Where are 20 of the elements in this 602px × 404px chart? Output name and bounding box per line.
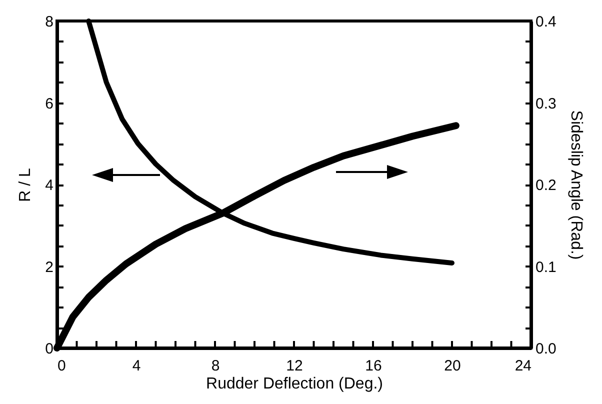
y2-tick-label: 0.1: [536, 258, 556, 276]
x-tick-label: 16: [365, 358, 382, 374]
y2-tick-label: 0.3: [536, 95, 556, 112]
y-tick-label: 4: [45, 177, 54, 194]
y-tick-label: 2: [45, 258, 54, 276]
y2-tick-label: 0.4: [536, 14, 556, 30]
y2-tick-label: 0.0: [536, 340, 556, 358]
y-tick-label: 0: [45, 340, 54, 358]
x-tick-label: 8: [211, 358, 220, 374]
x-tick-label: 20: [444, 358, 461, 374]
y-tick-label: 6: [45, 95, 54, 112]
x-tick-label: 12: [286, 358, 303, 374]
x-tick-label: 0: [58, 358, 66, 374]
y-axis-title: R / L: [17, 168, 34, 202]
y2-tick-label: 0.2: [536, 177, 556, 194]
x-axis-title: Rudder Deflection (Deg.): [206, 376, 383, 392]
x-tick-label: 24: [514, 358, 532, 374]
x-tick-label: 4: [132, 358, 141, 374]
y2-axis-title: Sideslip Angle (Rad.): [567, 110, 584, 260]
y-tick-label: 8: [45, 14, 54, 30]
